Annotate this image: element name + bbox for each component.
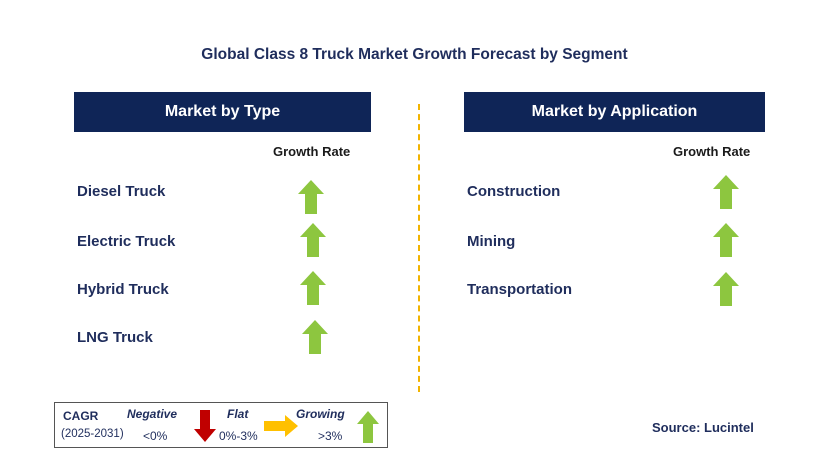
type-item-diesel-truck: Diesel Truck — [77, 183, 166, 200]
application-item-mining: Mining — [467, 233, 516, 250]
flat-arrow-icon — [264, 415, 298, 437]
legend-flat-range: 0%-3% — [219, 429, 258, 443]
type-growth-rate-label: Growth Rate — [273, 144, 351, 159]
application-item-transportation: Transportation — [467, 281, 573, 298]
type-item-electric-truck: Electric Truck — [77, 233, 176, 250]
growing-arrow-icon — [298, 180, 324, 214]
negative-arrow-icon — [194, 410, 216, 442]
growing-arrow-icon — [713, 175, 739, 209]
application-growth-rate-label: Growth Rate — [673, 144, 751, 159]
legend-cagr-label: CAGR — [63, 409, 99, 423]
legend-period: (2025-2031) — [61, 428, 124, 440]
source-label: Source: Lucintel — [652, 420, 754, 435]
growing-arrow-icon — [713, 272, 739, 306]
growing-arrow-icon — [357, 411, 379, 443]
legend-negative-label: Negative — [127, 407, 178, 421]
application-item-construction: Construction — [467, 183, 561, 200]
legend-growing-range: >3% — [318, 429, 343, 443]
growing-arrow-icon — [300, 223, 326, 257]
type-panel-header: Market by Type — [74, 92, 371, 132]
legend-negative-range: <0% — [143, 429, 168, 443]
growing-arrow-icon — [300, 271, 326, 305]
panel-divider — [418, 104, 420, 392]
growing-arrow-icon — [302, 320, 328, 354]
type-item-lng-truck: LNG Truck — [77, 329, 153, 346]
application-panel-header: Market by Application — [464, 92, 765, 132]
legend-growing-label: Growing — [296, 407, 345, 421]
legend-flat-label: Flat — [227, 407, 249, 421]
cagr-legend: CAGR (2025-2031) Negative <0% Flat 0%-3%… — [54, 402, 388, 448]
type-item-hybrid-truck: Hybrid Truck — [77, 281, 169, 298]
growing-arrow-icon — [713, 223, 739, 257]
page-title: Global Class 8 Truck Market Growth Forec… — [201, 46, 628, 63]
